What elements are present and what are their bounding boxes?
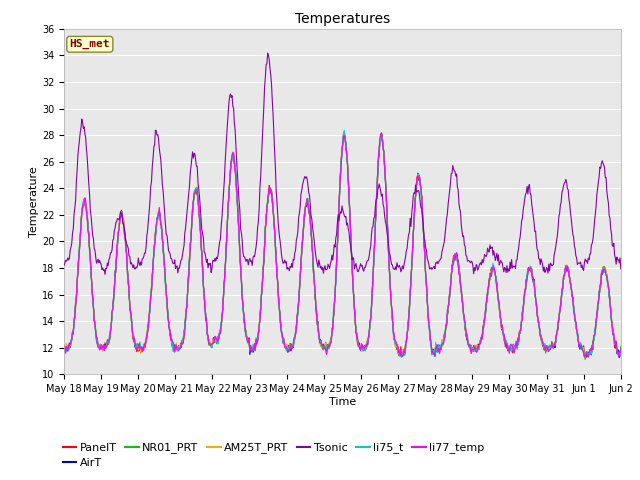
PanelT [411, 205, 419, 211]
AM25T_PRT [584, 355, 592, 360]
Tsonic [264, 50, 271, 56]
Line: AirT: AirT [64, 133, 621, 358]
li75_t [214, 333, 221, 339]
AirT [617, 346, 625, 351]
NR01_PRT [428, 339, 435, 345]
li77_temp [214, 338, 221, 344]
NR01_PRT [127, 318, 135, 324]
AM25T_PRT [70, 318, 78, 324]
PanelT [617, 345, 625, 350]
AM25T_PRT [617, 347, 625, 352]
Line: Tsonic: Tsonic [64, 53, 621, 275]
Line: PanelT: PanelT [64, 132, 621, 357]
AirT [70, 321, 78, 326]
Tsonic [214, 252, 222, 257]
NR01_PRT [581, 357, 589, 362]
AM25T_PRT [184, 282, 192, 288]
li75_t [60, 345, 68, 350]
li75_t [428, 343, 435, 348]
Tsonic [128, 262, 136, 268]
AirT [214, 336, 221, 342]
Line: AM25T_PRT: AM25T_PRT [64, 133, 621, 358]
NR01_PRT [184, 283, 192, 288]
AirT [428, 340, 435, 346]
li77_temp [377, 131, 385, 137]
PanelT [60, 346, 68, 351]
Line: li77_temp: li77_temp [64, 134, 621, 357]
li77_temp [428, 350, 436, 356]
PanelT [428, 340, 435, 346]
Y-axis label: Temperature: Temperature [29, 166, 39, 237]
li75_t [70, 320, 78, 325]
li77_temp [617, 347, 625, 352]
NR01_PRT [60, 342, 68, 348]
Line: li75_t: li75_t [64, 131, 621, 358]
AirT [127, 317, 135, 323]
PanelT [583, 354, 591, 360]
li77_temp [127, 313, 135, 319]
li75_t [617, 348, 625, 353]
li75_t [411, 204, 419, 210]
PanelT [214, 338, 221, 344]
PanelT [184, 283, 192, 289]
AM25T_PRT [411, 204, 419, 210]
NR01_PRT [70, 318, 78, 324]
li77_temp [184, 281, 192, 287]
Line: NR01_PRT: NR01_PRT [64, 133, 621, 360]
Tsonic [428, 266, 436, 272]
AirT [340, 131, 348, 136]
AirT [616, 355, 623, 360]
Tsonic [412, 182, 419, 188]
Tsonic [185, 191, 193, 197]
li75_t [581, 355, 589, 361]
Tsonic [617, 266, 625, 272]
li77_temp [60, 344, 68, 349]
Text: HS_met: HS_met [70, 39, 110, 49]
li75_t [184, 282, 192, 288]
AirT [411, 204, 419, 210]
li77_temp [412, 192, 419, 198]
li75_t [127, 315, 135, 321]
NR01_PRT [411, 201, 419, 207]
PanelT [70, 319, 78, 324]
AM25T_PRT [127, 317, 135, 323]
AM25T_PRT [340, 131, 348, 136]
PanelT [127, 315, 135, 321]
li77_temp [70, 317, 78, 323]
NR01_PRT [340, 131, 348, 136]
NR01_PRT [617, 344, 625, 349]
Tsonic [70, 212, 78, 217]
AirT [60, 343, 68, 349]
Title: Temperatures: Temperatures [295, 12, 390, 26]
AirT [184, 280, 192, 286]
Tsonic [101, 272, 109, 277]
PanelT [378, 130, 385, 135]
AM25T_PRT [214, 338, 221, 344]
li75_t [340, 128, 348, 133]
AM25T_PRT [428, 337, 435, 343]
Legend: PanelT, AirT, NR01_PRT, AM25T_PRT, Tsonic, li75_t, li77_temp: PanelT, AirT, NR01_PRT, AM25T_PRT, Tsoni… [58, 438, 488, 472]
NR01_PRT [214, 335, 221, 340]
X-axis label: Time: Time [329, 397, 356, 407]
AM25T_PRT [60, 342, 68, 348]
Tsonic [60, 263, 68, 268]
li77_temp [398, 354, 406, 360]
